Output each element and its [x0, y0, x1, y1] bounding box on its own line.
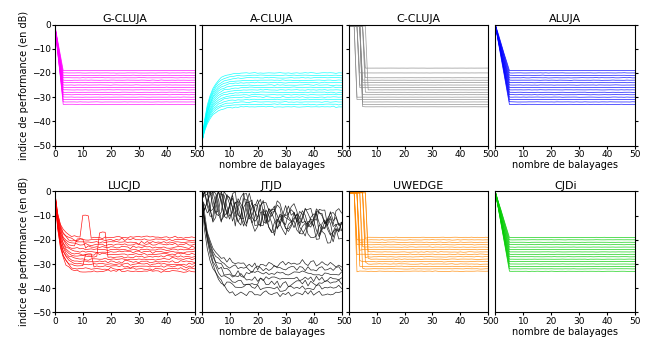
- Title: ALUJA: ALUJA: [550, 14, 581, 24]
- Y-axis label: indice de performance (en dB): indice de performance (en dB): [19, 177, 29, 326]
- Title: C-CLUJA: C-CLUJA: [397, 14, 441, 24]
- Title: LUCJD: LUCJD: [108, 181, 141, 191]
- X-axis label: nombre de balayages: nombre de balayages: [512, 160, 619, 170]
- X-axis label: nombre de balayages: nombre de balayages: [219, 160, 324, 170]
- Title: A-CLUJA: A-CLUJA: [250, 14, 293, 24]
- X-axis label: nombre de balayages: nombre de balayages: [219, 327, 324, 337]
- X-axis label: nombre de balayages: nombre de balayages: [512, 327, 619, 337]
- Y-axis label: indice de performance (en dB): indice de performance (en dB): [19, 11, 29, 160]
- Title: CJDi: CJDi: [554, 181, 577, 191]
- Title: UWEDGE: UWEDGE: [393, 181, 444, 191]
- Title: JTJD: JTJD: [261, 181, 283, 191]
- Title: G-CLUJA: G-CLUJA: [103, 14, 147, 24]
